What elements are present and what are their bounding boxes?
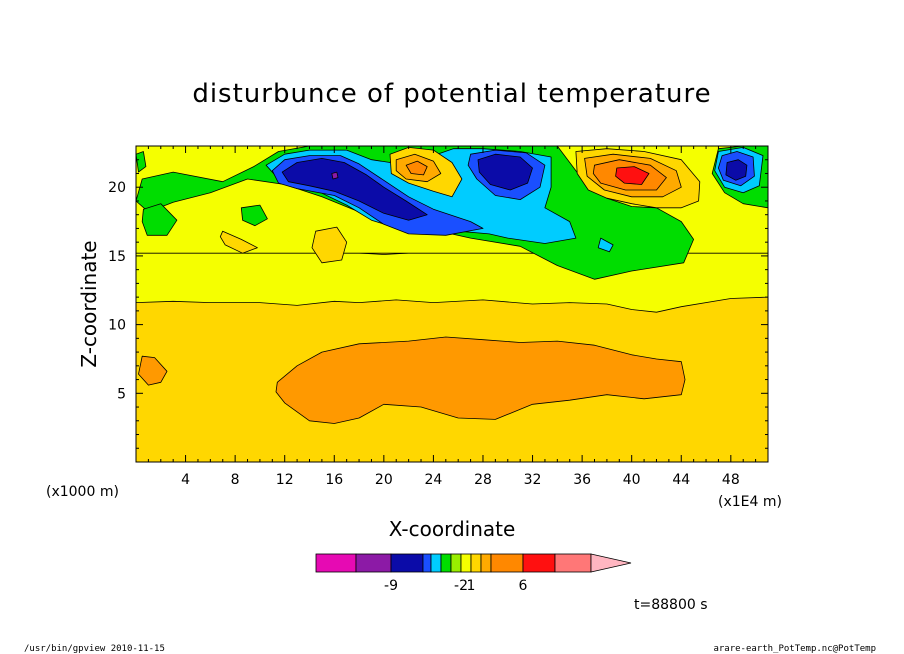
x-tick-label-6: 28 xyxy=(474,472,492,488)
footer-left: /usr/bin/gpview 2010-11-15 xyxy=(24,644,165,654)
x-tick-label-9: 40 xyxy=(623,472,641,488)
colorbar-extension xyxy=(590,553,632,573)
plot-frame xyxy=(135,145,769,463)
colorbar-cell-7 xyxy=(460,553,472,573)
contour-region-7 xyxy=(135,151,147,173)
contour-region-20 xyxy=(331,171,339,180)
colorbar-cell-5 xyxy=(440,553,452,573)
x-tick-label-5: 24 xyxy=(424,472,442,488)
y-ticks: 5 10 15 20 xyxy=(108,159,768,449)
colorbar-label-3: 6 xyxy=(519,578,528,594)
colorbar-cell-3 xyxy=(422,553,432,573)
colorbar-label-0: -9 xyxy=(384,578,398,594)
colorbar-cell-10 xyxy=(490,553,524,573)
x-tick-label-0: 4 xyxy=(181,472,190,488)
x-unit-right: (x1E4 m) xyxy=(718,494,782,510)
x-unit-left: (x1000 m) xyxy=(46,484,119,500)
colorbar-cell-6 xyxy=(450,553,462,573)
colorbar-cell-2 xyxy=(390,553,424,573)
x-tick-label-11: 48 xyxy=(722,472,740,488)
x-tick-label-10: 44 xyxy=(672,472,690,488)
contour-region-12 xyxy=(597,237,614,253)
colorbar-cell-12 xyxy=(554,553,592,573)
x-tick-label-2: 12 xyxy=(276,472,294,488)
x-tick-label-3: 16 xyxy=(325,472,343,488)
footer-right: arare-earth_PotTemp.nc@PotTemp xyxy=(713,644,876,654)
time-label: t=88800 s xyxy=(634,597,708,613)
y-tick-label-0: 5 xyxy=(117,386,126,402)
contour-region-18 xyxy=(477,153,533,191)
x-tick-label-1: 8 xyxy=(231,472,240,488)
x-tick-label-8: 36 xyxy=(573,472,591,488)
chart-title: disturbunce of potential temperature xyxy=(192,79,711,109)
contour-region-19 xyxy=(725,159,748,181)
y-axis-label: Z-coordinate xyxy=(77,240,101,367)
y-tick-label-2: 15 xyxy=(108,249,126,265)
x-ticks: 4 8 12 16 20 24 28 32 36 40 44 48 xyxy=(135,146,769,488)
contour-region-23 xyxy=(405,160,428,176)
contour-region-8 xyxy=(141,203,178,236)
colorbar-cell-1 xyxy=(355,553,392,573)
contour-region-27 xyxy=(615,166,650,185)
colorbar-cell-8 xyxy=(470,553,482,573)
contour-region-9 xyxy=(240,204,268,227)
colorbar: -9 -21 6 xyxy=(315,553,632,594)
colorbar-cell-9 xyxy=(480,553,492,573)
colorbar-cell-4 xyxy=(430,553,442,573)
contour-region-17 xyxy=(281,157,428,221)
colorbar-cell-0 xyxy=(315,553,357,573)
y-tick-label-3: 20 xyxy=(108,180,126,196)
contour-region-3 xyxy=(311,226,348,264)
x-tick-label-4: 20 xyxy=(375,472,393,488)
x-tick-label-7: 32 xyxy=(524,472,542,488)
contour-region-5 xyxy=(275,336,686,424)
colorbar-label-2: 1 xyxy=(467,578,476,594)
colorbar-cell-11 xyxy=(522,553,556,573)
contour-regions xyxy=(135,145,769,424)
x-axis-label: X-coordinate xyxy=(389,517,516,541)
contour-region-2 xyxy=(219,230,258,254)
y-tick-label-1: 10 xyxy=(108,318,126,334)
contour-region-4 xyxy=(138,355,168,386)
colorbar-label-1: -2 xyxy=(454,578,468,594)
